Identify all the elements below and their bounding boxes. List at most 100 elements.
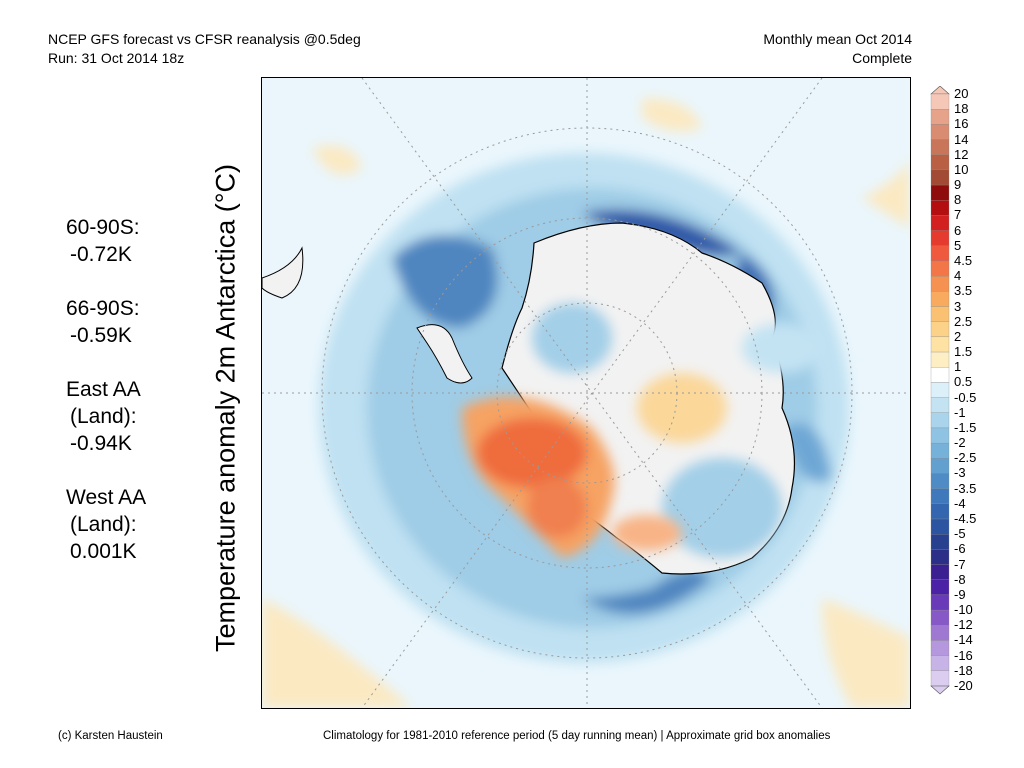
colorbar-tick-label: 0.5 [954, 374, 973, 390]
colorbar-tick-label: 1 [954, 359, 962, 375]
colorbar-swatch [930, 230, 950, 246]
stat-value: -0.94K [70, 432, 132, 455]
anomaly-stats: 60-90S: -0.72K 66-90S: -0.59K East AA (L… [66, 214, 146, 592]
stat-west-aa: West AA (Land): 0.001K [66, 484, 146, 565]
colorbar [930, 86, 950, 695]
colorbar-tick-label: 6 [954, 222, 962, 238]
colorbar-tick-label: -8 [954, 571, 966, 587]
colorbar-swatch [930, 670, 950, 687]
period-line-2: Complete [852, 50, 912, 66]
polar-map-svg [262, 78, 910, 708]
stat-value: 0.001K [70, 540, 137, 563]
colorbar-tick-label: 2 [954, 328, 962, 344]
colorbar-tick-label: 20 [954, 86, 969, 101]
colorbar-tick-label: -2 [954, 435, 966, 451]
warm-anomaly [462, 396, 682, 558]
period-line-1: Monthly mean Oct 2014 [763, 31, 912, 47]
stat-value: -0.72K [70, 243, 132, 266]
colorbar-swatch [930, 124, 950, 140]
colorbar-swatch [930, 549, 950, 565]
title-line-2: Run: 31 Oct 2014 18z [48, 50, 185, 66]
colorbar-tick-label: -16 [954, 647, 973, 663]
colorbar-tick-label: 4 [954, 268, 962, 284]
colorbar-tick-label: 4.5 [954, 252, 973, 268]
colorbar-swatch [930, 458, 950, 474]
colorbar-tick-label: 18 [954, 101, 969, 117]
colorbar-tick-label: -4.5 [954, 511, 977, 527]
graticule [262, 78, 910, 708]
colorbar-swatch [930, 184, 950, 201]
colorbar-tick-label: -7 [954, 556, 966, 572]
colorbar-swatch [930, 412, 950, 429]
colorbar-swatch [930, 139, 950, 155]
colorbar-tick-label: -4 [954, 495, 966, 511]
colorbar-swatch [930, 200, 950, 216]
colorbar-swatch [930, 427, 950, 444]
colorbar-swatch [930, 367, 950, 383]
colorbar-tick-label: -10 [954, 602, 973, 618]
colorbar-tick-label: -1.5 [954, 419, 977, 435]
footnote: Climatology for 1981-2010 reference peri… [323, 730, 831, 742]
colorbar-arrow-bottom [930, 685, 950, 695]
colorbar-swatch [930, 306, 950, 322]
colorbar-swatch [930, 215, 950, 231]
title-line-1: NCEP GFS forecast vs CFSR reanalysis @0.… [48, 31, 361, 47]
colorbar-swatch [930, 109, 950, 125]
colorbar-tick-label: 10 [954, 161, 969, 177]
colorbar-swatch [930, 594, 950, 611]
colorbar-tick-label: 3 [954, 298, 962, 314]
colorbar-swatch [930, 321, 950, 338]
stat-sublabel: (Land): [70, 405, 137, 428]
colorbar-swatch [930, 169, 950, 186]
colorbar-tick-label: -12 [954, 617, 973, 633]
colorbar-swatch [930, 336, 950, 353]
colorbar-tick-label: -9 [954, 586, 966, 602]
colorbar-arrow-top [930, 86, 950, 95]
colorbar-tick-label: -3.5 [954, 480, 977, 496]
colorbar-swatch [930, 503, 950, 520]
colorbar-tick-label: -0.5 [954, 389, 977, 405]
colorbar-swatch [930, 640, 950, 656]
colorbar-tick-label: 1.5 [954, 344, 973, 360]
copyright: (c) Karsten Haustein [58, 730, 163, 742]
antarctic-peninsula [416, 324, 473, 384]
colorbar-tick-label: -6 [954, 541, 966, 557]
colorbar-tick-label: 8 [954, 192, 962, 208]
stat-label: East AA [66, 378, 141, 401]
colorbar-swatch [930, 276, 950, 292]
colorbar-tick-label: 3.5 [954, 283, 973, 299]
colorbar-swatch [930, 473, 950, 489]
map-title: NCEP GFS forecast vs CFSR reanalysis @0.… [48, 30, 361, 68]
colorbar-swatch [930, 534, 950, 550]
colorbar-swatch [930, 609, 950, 626]
colorbar-tick-label: -20 [954, 678, 973, 693]
colorbar-tick-label: -2.5 [954, 450, 977, 466]
stat-sublabel: (Land): [70, 513, 137, 536]
colorbar-swatch [930, 655, 950, 671]
colorbar-swatch [930, 260, 950, 277]
colorbar-swatch [930, 625, 950, 641]
stat-label: 66-90S: [66, 297, 140, 320]
colorbar-tick-label: 2.5 [954, 313, 973, 329]
colorbar-swatch [930, 397, 950, 413]
outer-anomaly-patches [262, 98, 910, 708]
colorbar-tick-label: 14 [954, 131, 969, 147]
colorbar-tick-label: -1 [954, 404, 966, 420]
colorbar-tick-label: -18 [954, 662, 973, 678]
colorbar-tick-label: 12 [954, 146, 969, 162]
colorbar-tick-label: 9 [954, 177, 962, 193]
stat-value: -0.59K [70, 324, 132, 347]
stat-east-aa: East AA (Land): -0.94K [66, 376, 146, 457]
stat-66-90s: 66-90S: -0.59K [66, 295, 146, 349]
colorbar-swatch [930, 488, 950, 504]
stat-60-90s: 60-90S: -0.72K [66, 214, 146, 268]
colorbar-tick-label: 16 [954, 116, 969, 132]
colorbar-tick-label: -3 [954, 465, 966, 481]
colorbar-swatch [930, 518, 950, 535]
colorbar-swatch [930, 442, 950, 459]
colorbar-swatch [930, 154, 950, 171]
colorbar-swatch [930, 564, 950, 580]
period-info: Monthly mean Oct 2014 Complete [763, 30, 912, 68]
vertical-axis-label: Temperature anomaly 2m Antarctica (°C) [210, 164, 241, 652]
colorbar-tick-label: -5 [954, 526, 966, 542]
